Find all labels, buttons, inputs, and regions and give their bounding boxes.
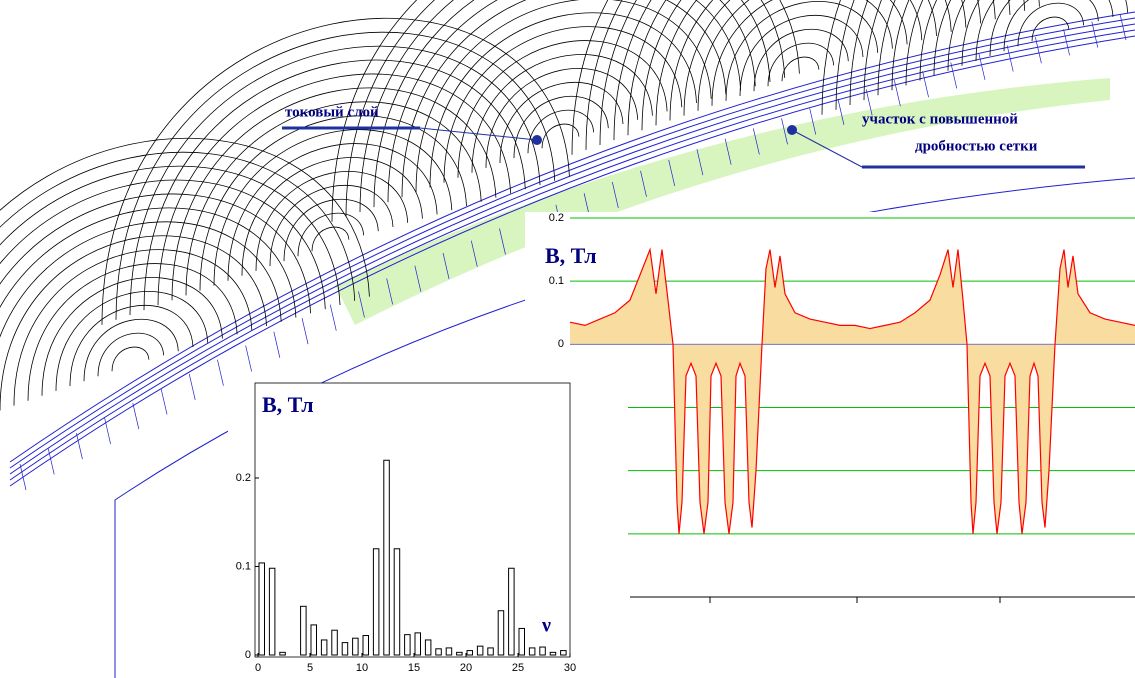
x-tick-label: 0 <box>255 662 261 674</box>
y-tick-label: 0 <box>558 338 564 350</box>
mesh-line <box>951 62 957 88</box>
field-line <box>444 27 682 183</box>
annotation: участок с повышенной <box>862 111 1018 127</box>
field-line <box>740 15 863 96</box>
field-line <box>270 185 393 266</box>
field-line <box>528 110 594 153</box>
field-line <box>712 0 892 106</box>
y-tick-label: 0.2 <box>236 472 251 484</box>
annotation: токовый слой <box>285 104 379 120</box>
field-line <box>298 213 364 256</box>
mesh-line <box>133 403 139 429</box>
field-line <box>782 57 819 81</box>
field-line <box>0 236 267 411</box>
mesh-line <box>217 360 223 386</box>
mesh-line <box>161 388 167 414</box>
field-line <box>976 0 1128 61</box>
mesh-line <box>274 332 280 358</box>
marker <box>787 125 797 135</box>
y-axis-label: B, Тл <box>262 392 314 417</box>
mesh-line <box>189 374 195 400</box>
field-line <box>70 305 193 386</box>
x-tick-label: 10 <box>356 662 368 674</box>
y-tick-label: 0 <box>245 649 251 661</box>
mesh-line <box>20 464 26 490</box>
field-line <box>1018 3 1084 46</box>
mesh-line <box>302 318 308 344</box>
field-line <box>28 264 237 401</box>
field-line <box>990 0 1113 56</box>
x-tick-label: 25 <box>512 662 524 674</box>
x-tick-label: 20 <box>460 662 472 674</box>
field-line <box>906 0 1135 85</box>
field-line <box>42 277 222 395</box>
field-line <box>116 32 555 320</box>
mesh-line <box>246 346 252 372</box>
annotation: дробностью сетки <box>915 138 1038 154</box>
y-tick-label: 0.2 <box>549 212 564 224</box>
mesh-line <box>330 305 336 331</box>
y-axis-label: B, Тл <box>545 243 597 268</box>
mesh-line <box>923 71 929 97</box>
mesh-line <box>1120 14 1126 40</box>
field-line <box>98 333 164 376</box>
field-line <box>684 0 922 116</box>
x-tick-label: 30 <box>564 662 576 674</box>
field-line <box>312 227 349 251</box>
mesh-line <box>1092 22 1098 48</box>
mesh-line <box>76 433 82 459</box>
x-tick-label: 5 <box>307 662 313 674</box>
field-line <box>112 347 149 371</box>
marker <box>532 135 542 145</box>
x-axis-label: ν <box>541 615 551 637</box>
y-tick-label: 0.1 <box>236 560 251 572</box>
y-tick-label: 0.1 <box>549 275 564 287</box>
page: 0 0.1 0.2 B, Тл 0 0.1 0.2 0 5 10 15 20 25 30 B, Тл ν то… <box>0 0 1135 678</box>
x-tick-label: 15 <box>408 662 420 674</box>
